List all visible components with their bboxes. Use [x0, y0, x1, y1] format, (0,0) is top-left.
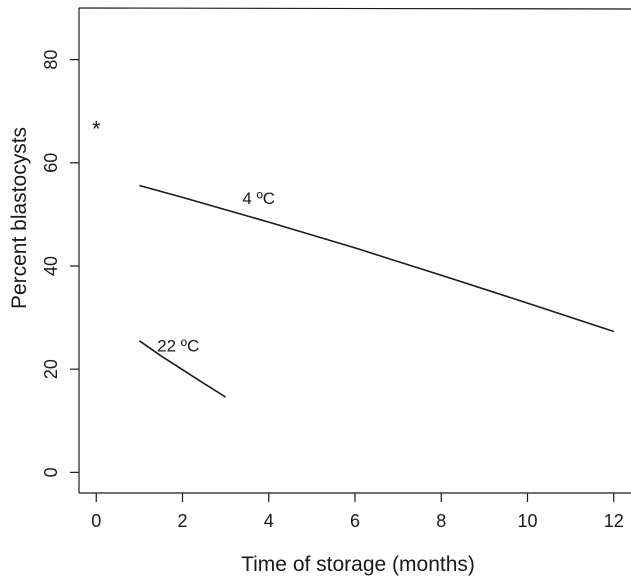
series-group — [138, 184, 615, 398]
y-tick-label: 80 — [41, 50, 61, 70]
x-tick-label: 10 — [517, 511, 537, 531]
significance-asterisk: * — [92, 117, 101, 142]
x-axis-title: Time of storage (months) — [241, 553, 475, 576]
x-tick-label: 4 — [264, 511, 274, 531]
series-line — [138, 340, 227, 398]
series-label: 4 ºC — [242, 189, 275, 208]
series-labels: 4 ºC 22 ºC — [157, 189, 275, 356]
x-tick-label: 2 — [177, 511, 187, 531]
annotations: * — [92, 117, 101, 142]
y-axis-title: Percent blastocysts — [8, 127, 31, 309]
tick-labels: 0 2 4 6 8 10 12 0 20 40 60 80 — [41, 50, 624, 531]
y-tick-label: 40 — [41, 256, 61, 276]
y-tick-label: 60 — [41, 153, 61, 173]
plot-top-border — [78, 7, 631, 10]
series-line — [139, 184, 615, 333]
tick-marks — [70, 58, 615, 502]
x-tick-label: 6 — [350, 511, 360, 531]
x-tick-label: 0 — [91, 511, 101, 531]
y-tick-label: 20 — [41, 359, 61, 379]
series-label: 22 ºC — [157, 337, 199, 356]
y-tick-label: 0 — [41, 467, 61, 477]
x-tick-label: 8 — [436, 511, 446, 531]
x-tick-label: 12 — [604, 511, 624, 531]
axes — [78, 7, 631, 494]
